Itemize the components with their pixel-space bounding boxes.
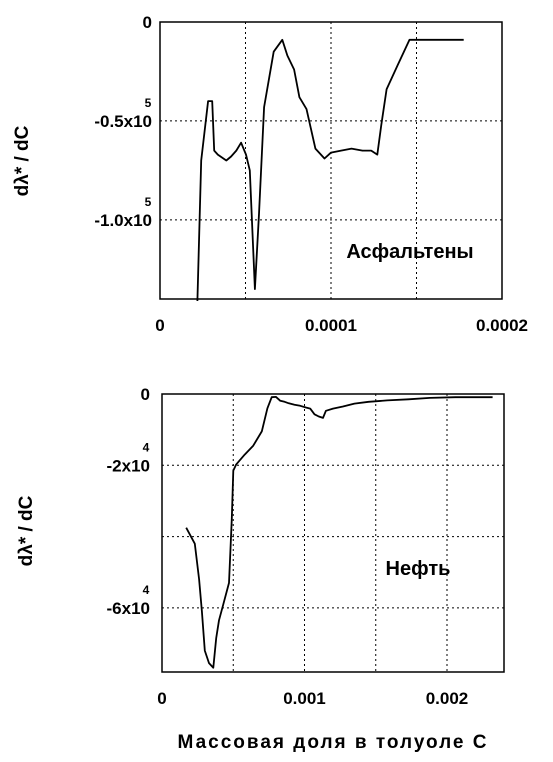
asphaltenes-x-tick-label: 0.0001 xyxy=(305,316,357,335)
oil-y-tick-label: -2x10 xyxy=(107,456,150,475)
oil-y-tick-label: 0 xyxy=(141,385,150,404)
oil-ticks: 0 0.001 0.002 0 -2x10 4 -6x10 4 xyxy=(107,385,469,708)
asphaltenes-curve xyxy=(196,38,464,302)
oil-y-tick-label: -6x10 xyxy=(107,599,150,618)
oil-y-tick-exponent: 4 xyxy=(143,440,150,454)
oil-y-axis-label: dλ* / dC xyxy=(16,495,37,566)
oil-x-tick-label: 0.001 xyxy=(283,689,326,708)
oil-x-tick-label: 0 xyxy=(157,689,166,708)
x-axis-label: Массовая доля в толуоле С xyxy=(178,732,489,753)
asphaltenes-y-axis-label: dλ* / dC xyxy=(12,125,33,196)
asphaltenes-y-tick-label: 0 xyxy=(143,13,152,32)
oil-plot-frame xyxy=(161,393,505,673)
oil-y-tick-exponent: 4 xyxy=(143,583,150,597)
asphaltenes-x-tick-label: 0 xyxy=(155,316,164,335)
asphaltenes-y-tick-label: -0.5x10 xyxy=(94,112,152,131)
asphaltenes-plot-frame xyxy=(159,21,503,300)
oil-curve xyxy=(185,396,493,669)
asphaltenes-y-tick-exponent: 5 xyxy=(145,96,152,110)
asphaltenes-x-tick-label: 0.0002 xyxy=(476,316,528,335)
oil-panel: 0 0.001 0.002 0 -2x10 4 -6x10 4 dλ* / dC Нефть xyxy=(16,385,505,708)
oil-annotation: Нефть xyxy=(386,558,451,580)
asphaltenes-y-tick-label: -1.0x10 xyxy=(94,211,152,230)
oil-grid xyxy=(162,394,504,672)
asphaltenes-ticks: 0 0.0001 0.0002 0 -0.5x10 5 -1.0x10 5 xyxy=(94,13,528,335)
oil-x-tick-label: 0.002 xyxy=(426,689,469,708)
asphaltenes-y-tick-exponent: 5 xyxy=(145,195,152,209)
asphaltenes-annotation: Асфальтены xyxy=(346,241,473,263)
asphaltenes-grid xyxy=(160,22,502,299)
